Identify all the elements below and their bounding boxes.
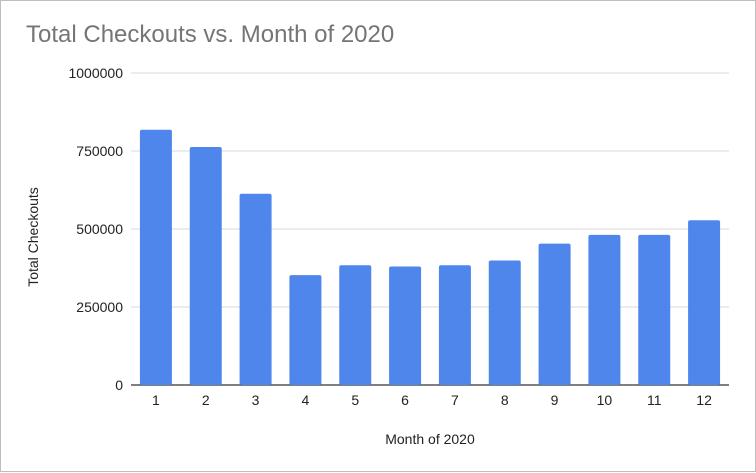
x-tick-label: 8: [501, 392, 509, 408]
bars: [139, 129, 721, 385]
bar-month-2: [189, 146, 222, 385]
y-tick-label: 1000000: [68, 65, 123, 81]
x-tick-label: 7: [451, 392, 459, 408]
bar-month-12: [688, 220, 721, 385]
x-tick-label: 6: [401, 392, 409, 408]
x-tick-label: 4: [302, 392, 310, 408]
chart-title: Total Checkouts vs. Month of 2020: [26, 21, 395, 48]
bar-month-11: [638, 234, 671, 385]
bar-month-10: [588, 234, 621, 385]
x-tick-labels: 1 2 3 4 5 6 7 8 9 10 11 12: [152, 392, 712, 408]
y-tick-labels: 0 250000 500000 750000 1000000: [68, 65, 123, 393]
bar-month-9: [538, 243, 571, 385]
x-tick-label: 11: [647, 392, 662, 408]
y-tick-label: 0: [115, 377, 123, 393]
gridlines: [131, 72, 729, 386]
bar-month-4: [289, 275, 322, 385]
x-tick-label: 12: [696, 392, 712, 408]
bar-month-5: [339, 265, 372, 385]
x-tick-label: 5: [351, 392, 359, 408]
x-tick-label: 3: [252, 392, 260, 408]
bar-month-7: [438, 265, 471, 385]
bar-month-3: [239, 193, 272, 385]
y-tick-label: 500000: [76, 221, 123, 237]
bar-month-6: [389, 266, 422, 385]
y-tick-label: 250000: [76, 299, 123, 315]
x-tick-label: 10: [597, 392, 613, 408]
bar-month-1: [139, 129, 172, 385]
bar-month-8: [488, 260, 521, 385]
y-tick-label: 750000: [76, 143, 123, 159]
x-axis-label: Month of 2020: [385, 431, 475, 447]
y-axis-label: Total Checkouts: [25, 187, 41, 287]
x-tick-label: 1: [152, 392, 160, 408]
x-tick-label: 9: [551, 392, 559, 408]
x-tick-label: 2: [202, 392, 210, 408]
